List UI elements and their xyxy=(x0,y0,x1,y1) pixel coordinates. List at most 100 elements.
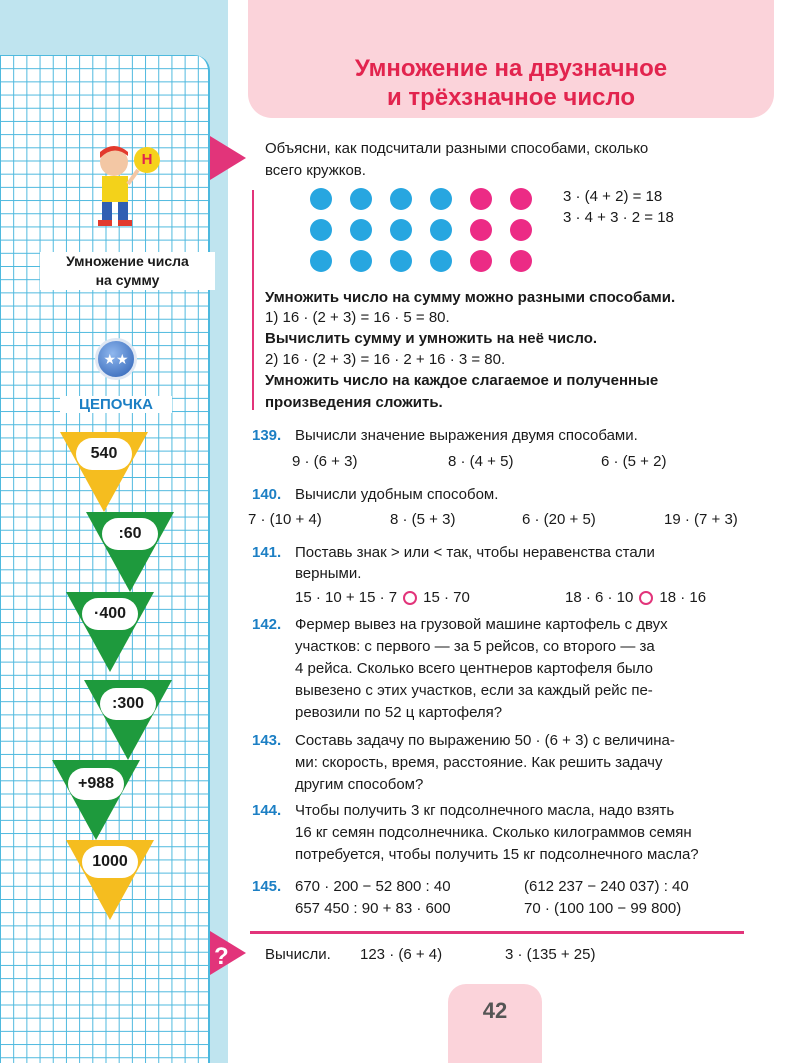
page-title: Умножение на двузначное и трёхзначное чи… xyxy=(248,54,774,112)
blue-dot xyxy=(390,250,412,272)
intro-prompt-line: всего кружков. xyxy=(265,162,366,179)
rule-2: Вычислить сумму и умножить на неё число. xyxy=(265,330,598,347)
task-expr: 6 · (20 + 5) xyxy=(522,511,596,528)
task-expr: 7 · (10 + 4) xyxy=(248,511,322,528)
rule-3-line: Умножить число на каждое слагаемое и пол… xyxy=(265,372,659,389)
kid-mascot-icon xyxy=(90,140,170,235)
rule-1: Умножить число на сумму можно разными сп… xyxy=(265,289,676,306)
extra-pointer xyxy=(210,931,246,975)
blue-dot xyxy=(430,219,452,241)
title-line-2: и трёхзначное число xyxy=(386,84,636,111)
chain-value: +988 xyxy=(68,768,124,800)
page-number: 42 xyxy=(482,998,508,1023)
blue-dot xyxy=(350,188,372,210)
blue-dot xyxy=(430,250,452,272)
step-2: 2) 16 · (2 + 3) = 16 · 2 + 16 · 3 = 80. xyxy=(265,351,506,368)
marker-badge: Н xyxy=(134,147,160,173)
blue-dot xyxy=(310,219,332,241)
task-expr: 657 450 : 90 + 83 · 600 xyxy=(295,900,451,917)
chain-label: ЦЕПОЧКА xyxy=(60,396,172,413)
page-number-tab xyxy=(448,984,542,1063)
task-text: верными. xyxy=(295,565,362,582)
task-text: Чтобы получить 3 кг подсолнечного масла,… xyxy=(295,800,755,866)
rule-3: Умножить число на каждое слагаемое и пол… xyxy=(265,370,658,414)
topic-label: Умножение числа на сумму xyxy=(40,252,215,290)
chain-value: 540 xyxy=(76,438,132,470)
task-line: 4 рейса. Сколько всего центнеров картофе… xyxy=(295,660,653,677)
inequality-right: 15 · 70 xyxy=(423,589,470,606)
title-banner xyxy=(248,0,774,118)
blue-dot xyxy=(430,188,452,210)
task-line: другим способом? xyxy=(295,776,424,793)
section-pointer xyxy=(210,136,246,180)
task-text: Поставь знак > или < так, чтобы неравенс… xyxy=(295,544,655,561)
chain-value: :60 xyxy=(102,518,158,550)
task-expr: (612 237 − 240 037) : 40 xyxy=(524,878,689,895)
task-number: 145. xyxy=(252,878,282,895)
task-line: Фермер вывез на грузовой машине картофел… xyxy=(295,616,668,633)
chain-value: :300 xyxy=(100,688,156,720)
task-text: Вычисли значение выражения двумя способа… xyxy=(295,427,638,444)
task-line: вывезено с этих участков, если за каждый… xyxy=(295,682,653,699)
task-number: 143. xyxy=(252,732,282,749)
compare-circle-icon[interactable] xyxy=(403,591,418,606)
task-expr: 8 · (4 + 5) xyxy=(448,453,514,470)
task-expr: 6 · (5 + 2) xyxy=(601,453,667,470)
blue-dot xyxy=(310,250,332,272)
extra-expr: 123 · (6 + 4) xyxy=(360,946,443,963)
task-expr: 670 · 200 − 52 800 : 40 xyxy=(295,878,451,895)
inequality-left: 18 · 6 · 10 xyxy=(565,589,634,606)
topic-line-2: на сумму xyxy=(95,272,160,288)
task-number: 139. xyxy=(252,427,282,444)
step-1: 1) 16 · (2 + 3) = 16 · 5 = 80. xyxy=(265,309,450,326)
topic-line-1: Умножение числа xyxy=(66,253,189,269)
intro-prompt-line: Объясни, как подсчитали разными способам… xyxy=(265,140,649,157)
pink-dot xyxy=(470,250,492,272)
extra-expr: 3 · (135 + 25) xyxy=(505,946,596,963)
equation-2: 3 · 4 + 3 · 2 = 18 xyxy=(563,209,674,226)
equation-1: 3 · (4 + 2) = 18 xyxy=(563,188,663,205)
chain-value: ·400 xyxy=(82,598,138,630)
pink-dot xyxy=(510,188,532,210)
task-number: 144. xyxy=(252,802,282,819)
intro-prompt: Объясни, как подсчитали разными способам… xyxy=(265,138,648,182)
blue-dot xyxy=(390,188,412,210)
task-line: ревозили по 52 ц картофеля? xyxy=(295,704,503,721)
pink-dot xyxy=(470,188,492,210)
stars-icon: ★★ xyxy=(95,338,137,380)
task-line: участков: с первого — за 5 рейсов, со вт… xyxy=(295,638,655,655)
pink-dot xyxy=(470,219,492,241)
task-text: Фермер вывез на грузовой машине картофел… xyxy=(295,614,747,724)
task-number: 141. xyxy=(252,544,282,561)
title-line-1: Умножение на двузначное xyxy=(354,55,668,82)
task-line: Чтобы получить 3 кг подсолнечного масла,… xyxy=(295,802,675,819)
compare-circle-icon[interactable] xyxy=(639,591,654,606)
task-expr: 9 · (6 + 3) xyxy=(292,453,358,470)
question-icon: ? xyxy=(214,943,229,970)
rule-divider xyxy=(252,190,254,410)
task-line: Составь задачу по выражению 50 · (6 + 3)… xyxy=(295,732,675,749)
task-line: потребуется, чтобы получить 15 кг подсол… xyxy=(295,846,699,863)
task-expr: 19 · (7 + 3) xyxy=(664,511,738,528)
extra-divider xyxy=(250,931,744,934)
inequality-right: 18 · 16 xyxy=(659,589,707,606)
task-number: 142. xyxy=(252,616,282,633)
task-line: 16 кг семян подсолнечника. Сколько килог… xyxy=(295,824,692,841)
task-line: ми: скорость, время, расстояние. Как реш… xyxy=(295,754,663,771)
page-sheet xyxy=(228,0,797,1063)
blue-dot xyxy=(350,250,372,272)
pink-dot xyxy=(510,250,532,272)
chain-value: 1000 xyxy=(82,846,138,878)
task-expr: 70 · (100 100 − 99 800) xyxy=(524,900,682,917)
inequality-a: 15 · 10 + 15 · 7 15 · 70 xyxy=(295,587,470,609)
task-text: Составь задачу по выражению 50 · (6 + 3)… xyxy=(295,730,747,796)
pink-dot xyxy=(510,219,532,241)
inequality-left: 15 · 10 + 15 · 7 xyxy=(295,589,398,606)
blue-dot xyxy=(350,219,372,241)
blue-dot xyxy=(310,188,332,210)
task-number: 140. xyxy=(252,486,282,503)
task-text: Вычисли удобным способом. xyxy=(295,486,499,503)
extra-label: Вычисли. xyxy=(265,946,331,963)
inequality-b: 18 · 6 · 10 18 · 16 xyxy=(565,587,706,609)
task-expr: 8 · (5 + 3) xyxy=(390,511,456,528)
